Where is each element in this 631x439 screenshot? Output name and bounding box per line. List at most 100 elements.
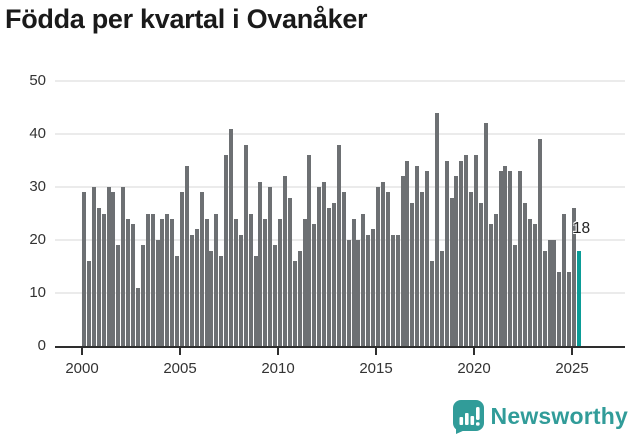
bar-2016-Q2	[400, 176, 405, 346]
bar-2001-Q2	[106, 187, 111, 346]
brand-name: Newsworthy	[490, 403, 628, 429]
bar-2019-Q1	[454, 176, 459, 346]
gridline-y-40	[55, 133, 625, 135]
bar-2023-Q2	[537, 139, 542, 346]
bar-2024-Q4	[567, 271, 572, 346]
bar-2006-Q4	[214, 213, 219, 346]
bar-2018-Q4	[449, 197, 454, 346]
bar-2022-Q4	[527, 218, 532, 346]
bar-2002-Q1	[121, 187, 126, 346]
bar-2022-Q2	[518, 171, 523, 346]
bar-2013-Q1	[336, 144, 341, 346]
bar-2005-Q4	[194, 229, 199, 346]
bar-2003-Q3	[150, 213, 155, 346]
bar-2018-Q1	[434, 112, 439, 346]
bar-2001-Q3	[111, 192, 116, 346]
bar-2018-Q2	[439, 250, 444, 346]
bar-2004-Q1	[160, 218, 165, 346]
bar-2017-Q3	[425, 171, 429, 346]
bar-2008-Q4	[253, 255, 258, 346]
bar-2004-Q3	[170, 218, 175, 346]
bar-2004-Q4	[175, 255, 180, 346]
bar-2024-Q1	[552, 240, 557, 346]
bar-2019-Q2	[459, 160, 464, 346]
y-tick-label-40: 40	[29, 125, 46, 142]
gridline-y-50	[55, 80, 625, 82]
chart-title: Födda per kvartal i Ovanåker	[5, 4, 368, 34]
newsworthy-logo-icon	[452, 400, 484, 434]
bar-2000-Q2	[86, 261, 91, 346]
bar-2001-Q1	[101, 213, 106, 346]
bar-2013-Q4	[351, 218, 356, 346]
bar-2009-Q2	[263, 218, 268, 346]
bar-2003-Q2	[145, 213, 150, 346]
bar-2001-Q4	[116, 245, 121, 346]
bar-2020-Q3	[483, 123, 488, 346]
bar-2021-Q4	[508, 171, 513, 346]
x-tick-label-2005: 2005	[163, 360, 197, 377]
x-tick-label-2020: 2020	[457, 360, 491, 377]
bar-2009-Q1	[258, 181, 263, 346]
bar-2014-Q4	[371, 229, 376, 346]
bar-2005-Q3	[189, 234, 194, 346]
y-tick-label-10: 10	[29, 284, 46, 301]
bar-2023-Q4	[547, 240, 552, 346]
bar-2020-Q2	[478, 202, 483, 346]
bar-2006-Q2	[204, 218, 209, 346]
bar-2020-Q4	[488, 224, 493, 346]
bar-2014-Q3	[366, 234, 371, 346]
bar-2010-Q2	[282, 176, 287, 346]
bar-2010-Q3	[287, 197, 292, 346]
bar-2011-Q4	[312, 224, 317, 346]
x-tick-2015	[375, 348, 377, 355]
bar-2013-Q2	[341, 192, 346, 346]
x-tick-2005	[179, 348, 181, 355]
bar-2011-Q2	[302, 218, 307, 346]
y-tick-label-20: 20	[29, 231, 46, 248]
bar-2011-Q3	[307, 155, 312, 346]
bar-2021-Q2	[498, 171, 503, 346]
last-value-annotation: 18	[572, 219, 591, 237]
bar-2002-Q2	[126, 218, 131, 346]
bar-2025-Q2	[576, 250, 581, 346]
bar-2003-Q1	[140, 245, 145, 346]
x-tick-label-2015: 2015	[359, 360, 393, 377]
bar-2008-Q3	[248, 213, 253, 346]
bar-2000-Q3	[91, 187, 96, 346]
bar-2016-Q1	[395, 234, 400, 346]
bar-2024-Q2	[557, 271, 562, 346]
bar-2009-Q3	[268, 187, 273, 346]
brand-footer: Newsworthy	[452, 399, 628, 434]
bar-2000-Q4	[96, 208, 101, 346]
bar-2021-Q1	[493, 213, 498, 346]
x-tick-label-2025: 2025	[555, 360, 589, 377]
x-tick-2020	[473, 348, 475, 355]
bar-2007-Q1	[219, 255, 224, 346]
bar-2015-Q4	[390, 234, 395, 346]
x-tick-label-2000: 2000	[65, 360, 99, 377]
bar-2019-Q3	[464, 155, 469, 346]
bar-2011-Q1	[297, 250, 302, 346]
bar-2004-Q2	[165, 213, 170, 346]
bar-2012-Q4	[331, 202, 336, 346]
bar-2014-Q1	[356, 240, 361, 346]
bar-2013-Q3	[346, 240, 351, 346]
bar-2022-Q3	[523, 202, 527, 346]
bar-2010-Q4	[292, 261, 297, 346]
bar-2017-Q4	[429, 261, 434, 346]
x-tick-2000	[81, 348, 83, 355]
bar-2023-Q1	[532, 224, 537, 346]
bar-2015-Q1	[376, 187, 380, 346]
x-axis-line	[55, 346, 625, 348]
bar-2021-Q3	[503, 165, 508, 346]
bar-2010-Q1	[278, 218, 282, 346]
bar-2006-Q3	[209, 250, 214, 346]
x-tick-2025	[571, 348, 573, 355]
bar-2022-Q1	[513, 245, 518, 346]
bar-2015-Q3	[385, 192, 390, 346]
bar-2016-Q4	[410, 202, 415, 346]
bar-2007-Q2	[224, 155, 229, 346]
bar-2002-Q4	[135, 287, 140, 346]
bar-2002-Q3	[131, 224, 135, 346]
